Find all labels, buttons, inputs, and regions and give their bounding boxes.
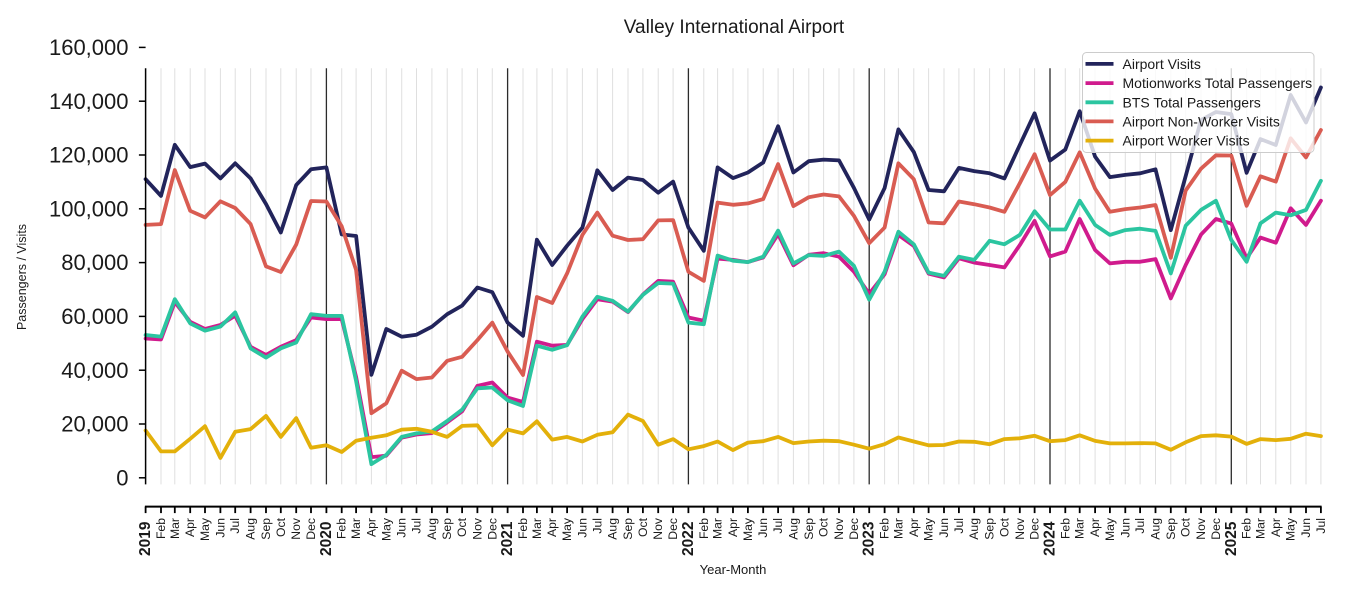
svg-text:Jun: Jun	[1118, 518, 1132, 538]
svg-text:Jul: Jul	[590, 518, 604, 534]
svg-text:Apr: Apr	[1088, 518, 1102, 537]
svg-text:Jun: Jun	[213, 518, 227, 538]
svg-text:Aug: Aug	[606, 518, 620, 540]
svg-text:Motionworks Total Passengers: Motionworks Total Passengers	[1123, 75, 1313, 91]
svg-text:Oct: Oct	[997, 517, 1011, 537]
svg-text:Jul: Jul	[952, 518, 966, 534]
svg-text:40,000: 40,000	[61, 358, 128, 383]
svg-text:Sep: Sep	[259, 518, 273, 540]
svg-text:Jun: Jun	[756, 518, 770, 538]
svg-text:Sep: Sep	[1164, 518, 1178, 540]
svg-text:Dec: Dec	[485, 518, 499, 540]
svg-text:160,000: 160,000	[49, 35, 129, 60]
svg-text:Airport Non-Worker Visits: Airport Non-Worker Visits	[1123, 114, 1280, 130]
svg-text:Aug: Aug	[786, 518, 800, 540]
svg-text:Dec: Dec	[304, 518, 318, 540]
svg-text:Mar: Mar	[1073, 518, 1087, 539]
svg-text:Jun: Jun	[1299, 518, 1313, 538]
svg-text:Feb: Feb	[878, 518, 892, 539]
svg-text:Dec: Dec	[1028, 518, 1042, 540]
svg-text:Oct: Oct	[636, 517, 650, 537]
svg-text:Feb: Feb	[516, 518, 530, 539]
svg-text:60,000: 60,000	[61, 304, 128, 329]
svg-text:Apr: Apr	[1269, 518, 1283, 537]
svg-text:Sep: Sep	[983, 518, 997, 540]
svg-text:Dec: Dec	[847, 518, 861, 540]
svg-text:Feb: Feb	[154, 518, 168, 539]
svg-text:May: May	[922, 517, 936, 541]
svg-text:Year-Month: Year-Month	[700, 562, 767, 577]
svg-text:Apr: Apr	[183, 518, 197, 537]
svg-text:Mar: Mar	[1254, 518, 1268, 539]
svg-text:Jun: Jun	[937, 518, 951, 538]
svg-text:Jun: Jun	[395, 518, 409, 538]
svg-text:Apr: Apr	[726, 518, 740, 537]
svg-text:May: May	[379, 517, 393, 541]
svg-text:Aug: Aug	[1149, 518, 1163, 540]
svg-text:Jun: Jun	[575, 518, 589, 538]
svg-text:Nov: Nov	[1194, 517, 1208, 540]
svg-text:Jul: Jul	[771, 518, 785, 534]
svg-text:Mar: Mar	[168, 518, 182, 539]
svg-text:Feb: Feb	[1240, 518, 1254, 539]
svg-text:Aug: Aug	[425, 518, 439, 540]
svg-text:Aug: Aug	[244, 518, 258, 540]
svg-text:Sep: Sep	[802, 518, 816, 540]
svg-text:Nov: Nov	[1013, 517, 1027, 540]
svg-text:Oct: Oct	[1179, 517, 1193, 537]
svg-text:May: May	[560, 517, 574, 541]
svg-text:120,000: 120,000	[49, 143, 129, 168]
svg-text:2024: 2024	[1042, 521, 1059, 556]
svg-text:Mar: Mar	[891, 518, 905, 539]
svg-text:BTS Total Passengers: BTS Total Passengers	[1123, 94, 1261, 110]
svg-text:Mar: Mar	[711, 518, 725, 539]
svg-text:May: May	[1103, 517, 1117, 541]
svg-text:May: May	[1284, 517, 1298, 541]
svg-text:Nov: Nov	[470, 517, 484, 540]
svg-text:Feb: Feb	[335, 518, 349, 539]
svg-text:Feb: Feb	[697, 518, 711, 539]
svg-text:Feb: Feb	[1058, 518, 1072, 539]
svg-text:Oct: Oct	[817, 517, 831, 537]
svg-text:20,000: 20,000	[61, 412, 128, 437]
svg-text:Jul: Jul	[1133, 518, 1147, 534]
svg-text:Sep: Sep	[621, 518, 635, 540]
svg-text:Dec: Dec	[1209, 518, 1223, 540]
svg-text:Jul: Jul	[1314, 518, 1328, 534]
svg-text:Jul: Jul	[228, 518, 242, 534]
svg-text:Jul: Jul	[410, 518, 424, 534]
svg-text:2022: 2022	[680, 522, 697, 556]
svg-text:Dec: Dec	[666, 518, 680, 540]
svg-text:Airport Visits: Airport Visits	[1123, 56, 1201, 72]
svg-text:80,000: 80,000	[61, 250, 128, 275]
svg-text:100,000: 100,000	[49, 196, 129, 221]
svg-text:Valley International Airport: Valley International Airport	[624, 17, 845, 38]
svg-text:Apr: Apr	[545, 518, 559, 537]
svg-text:Mar: Mar	[349, 518, 363, 539]
svg-text:Nov: Nov	[832, 517, 846, 540]
svg-text:Apr: Apr	[364, 518, 378, 537]
svg-text:May: May	[741, 517, 755, 541]
svg-text:Passengers / Visits: Passengers / Visits	[15, 224, 29, 330]
svg-text:Sep: Sep	[440, 518, 454, 540]
svg-text:Nov: Nov	[289, 517, 303, 540]
svg-text:Apr: Apr	[907, 518, 921, 537]
svg-text:Mar: Mar	[530, 518, 544, 539]
svg-text:2020: 2020	[318, 522, 335, 556]
svg-text:2021: 2021	[499, 521, 516, 556]
svg-text:Aug: Aug	[967, 518, 981, 540]
svg-text:Oct: Oct	[274, 517, 288, 537]
svg-text:Airport Worker Visits: Airport Worker Visits	[1123, 133, 1250, 149]
svg-text:2019: 2019	[137, 521, 154, 556]
svg-text:Oct: Oct	[455, 517, 469, 537]
svg-text:May: May	[198, 517, 212, 541]
svg-text:2023: 2023	[861, 521, 878, 556]
svg-text:2025: 2025	[1223, 521, 1240, 556]
svg-text:Nov: Nov	[651, 517, 665, 540]
svg-text:0: 0	[116, 465, 128, 490]
svg-text:140,000: 140,000	[49, 89, 129, 114]
